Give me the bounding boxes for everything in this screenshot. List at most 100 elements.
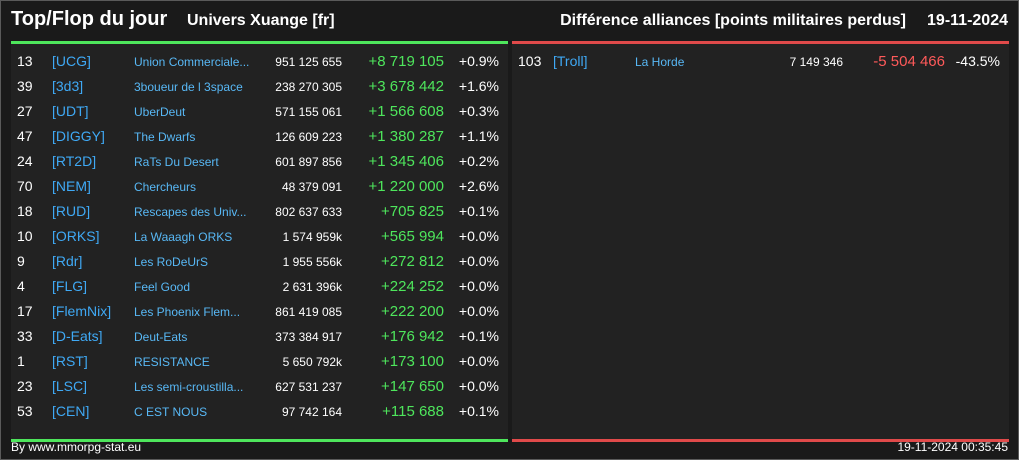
- percent-change: +0.0%: [458, 278, 499, 294]
- alliance-row: 13 [UCG] Union Commerciale... 951 125 655 +8…: [11, 49, 508, 74]
- alliance-row: 10 [ORKS] La Waaagh ORKS 1 574 959k +565 994…: [11, 224, 508, 249]
- alliance-row: 70 [NEM] Chercheurs 48 379 091 +1 220 000 +2.…: [11, 174, 508, 199]
- alliance-name: Les semi-croustilla...: [134, 380, 244, 394]
- alliance-rank: 47: [17, 128, 33, 144]
- alliance-rank: 18: [17, 203, 33, 219]
- alliance-points: 627 531 237: [275, 380, 342, 394]
- alliance-tag: [UCG]: [52, 53, 91, 69]
- alliance-points: 238 270 305: [275, 80, 342, 94]
- alliance-row: 53 [CEN] C EST NOUS 97 742 164 +115 688 +0.1%: [11, 399, 508, 424]
- alliance-name: RESISTANCE: [134, 355, 210, 369]
- points-difference: +224 252: [381, 278, 444, 295]
- header-date: 19-11-2024: [927, 12, 1008, 29]
- alliance-tag: [ORKS]: [52, 228, 100, 244]
- alliance-points: 2 631 396k: [282, 280, 342, 294]
- alliance-name: Rescapes des Univ...: [134, 205, 247, 219]
- percent-change: +0.1%: [458, 328, 499, 344]
- alliance-tag: [RST]: [52, 353, 88, 369]
- alliance-name: La Horde: [635, 55, 685, 69]
- alliance-tag: [UDT]: [52, 103, 89, 119]
- points-difference: +272 812: [381, 253, 444, 270]
- points-difference: +1 345 406: [368, 153, 445, 170]
- alliance-rank: 70: [17, 178, 33, 194]
- points-difference: +3 678 442: [368, 78, 445, 95]
- alliance-name: Les RoDeUrS: [134, 255, 209, 269]
- percent-change: +2.6%: [458, 178, 499, 194]
- alliance-points: 7 149 346: [789, 55, 843, 69]
- header: Top/Flop du jour Univers Xuange [fr] Dif…: [1, 1, 1018, 41]
- alliance-tag: [3d3]: [52, 78, 84, 94]
- alliance-rank: 9: [17, 253, 25, 269]
- points-difference: +147 650: [381, 378, 444, 395]
- alliance-name: Chercheurs: [134, 180, 197, 194]
- percent-change: +0.1%: [458, 203, 499, 219]
- percent-change: +0.9%: [458, 53, 499, 69]
- alliance-rank: 33: [17, 328, 33, 344]
- percent-change: +0.0%: [458, 378, 499, 394]
- alliance-tag: [FLG]: [52, 278, 88, 294]
- alliance-rank: 17: [17, 303, 33, 319]
- alliance-tag: [DIGGY]: [52, 128, 105, 144]
- alliance-rank: 4: [17, 278, 25, 294]
- percent-change: +0.0%: [458, 228, 499, 244]
- alliance-tag: [D-Eats]: [52, 328, 103, 344]
- alliance-row: 1 [RST] RESISTANCE 5 650 792k +173 100 +0.0%: [11, 349, 508, 374]
- alliance-row: 27 [UDT] UberDeut 571 155 061 +1 566 608 +0.3…: [11, 99, 508, 124]
- alliance-row: 39 [3d3] 3boueur de l 3space 238 270 305 +3 …: [11, 74, 508, 99]
- alliance-points: 951 125 655: [275, 55, 342, 69]
- alliance-name: Feel Good: [134, 280, 191, 294]
- alliance-points: 1 574 959k: [282, 230, 342, 244]
- alliance-name: UberDeut: [134, 105, 186, 119]
- points-difference: +565 994: [381, 228, 444, 245]
- alliance-rank: 27: [17, 103, 33, 119]
- alliance-row: 17 [FlemNix] Les Phoenix Flem... 861 419 08…: [11, 299, 508, 324]
- alliance-rank: 10: [17, 228, 33, 244]
- alliance-tag: [RT2D]: [52, 153, 97, 169]
- points-difference: +115 688: [382, 403, 444, 420]
- alliance-row: 33 [D-Eats] Deut-Eats 373 384 917 +176 942 +0…: [11, 324, 508, 349]
- alliance-rank: 53: [17, 403, 33, 419]
- percent-change: +0.2%: [458, 153, 499, 169]
- alliance-points: 802 637 633: [275, 205, 342, 219]
- alliance-row: 47 [DIGGY] The Dwarfs 126 609 223 +1 380 287…: [11, 124, 508, 149]
- alliance-rank: 23: [17, 378, 33, 394]
- ranking-subtitle: Différence alliances [points militaires …: [560, 12, 906, 29]
- points-difference: +8 719 105: [368, 53, 445, 70]
- alliance-tag: [NEM]: [52, 178, 91, 194]
- percent-change: +0.0%: [458, 303, 499, 319]
- alliance-tag: [RUD]: [52, 203, 91, 219]
- alliance-points: 126 609 223: [275, 130, 342, 144]
- points-difference: +1 566 608: [368, 103, 445, 120]
- alliance-name: Les Phoenix Flem...: [134, 305, 241, 319]
- alliance-points: 601 897 856: [275, 155, 342, 169]
- points-difference: +1 380 287: [368, 128, 445, 145]
- alliance-row: 18 [RUD] Rescapes des Univ... 802 637 633 +7…: [11, 199, 508, 224]
- points-difference: +176 942: [381, 328, 444, 345]
- alliance-name: 3boueur de l 3space: [134, 80, 243, 94]
- percent-change: +0.1%: [458, 403, 499, 419]
- alliance-name: Union Commerciale...: [134, 55, 250, 69]
- alliance-name: Deut-Eats: [134, 330, 188, 344]
- flop-alliances-panel: 103 [Troll] La Horde 7 149 346 -5 504 466 -43…: [512, 41, 1009, 442]
- alliance-row: 103 [Troll] La Horde 7 149 346 -5 504 466 -43…: [512, 49, 1009, 74]
- alliance-points: 571 155 061: [275, 105, 342, 119]
- alliance-tag: [CEN]: [52, 403, 90, 419]
- alliance-tag: [Rdr]: [52, 253, 83, 269]
- universe-label: Univers Xuange [fr]: [187, 12, 335, 29]
- points-difference: +173 100: [381, 353, 444, 370]
- points-difference: +1 220 000: [368, 178, 445, 195]
- alliance-name: C EST NOUS: [134, 405, 208, 419]
- source-credit: By www.mmorpg-stat.eu: [11, 440, 142, 454]
- page-title: Top/Flop du jour: [11, 8, 168, 30]
- alliance-name: RaTs Du Desert: [134, 155, 219, 169]
- alliance-points: 5 650 792k: [282, 355, 342, 369]
- alliance-row: 9 [Rdr] Les RoDeUrS 1 955 556k +272 812 +0.0%: [11, 249, 508, 274]
- alliance-row: 4 [FLG] Feel Good 2 631 396k +224 252 +0.0%: [11, 274, 508, 299]
- percent-change: +1.6%: [458, 78, 499, 94]
- percent-change: +1.1%: [458, 128, 499, 144]
- alliance-name: La Waaagh ORKS: [134, 230, 233, 244]
- alliance-tag: [FlemNix]: [52, 303, 112, 319]
- points-difference: -5 504 466: [873, 53, 945, 70]
- alliance-row: 23 [LSC] Les semi-croustilla... 627 531 237…: [11, 374, 508, 399]
